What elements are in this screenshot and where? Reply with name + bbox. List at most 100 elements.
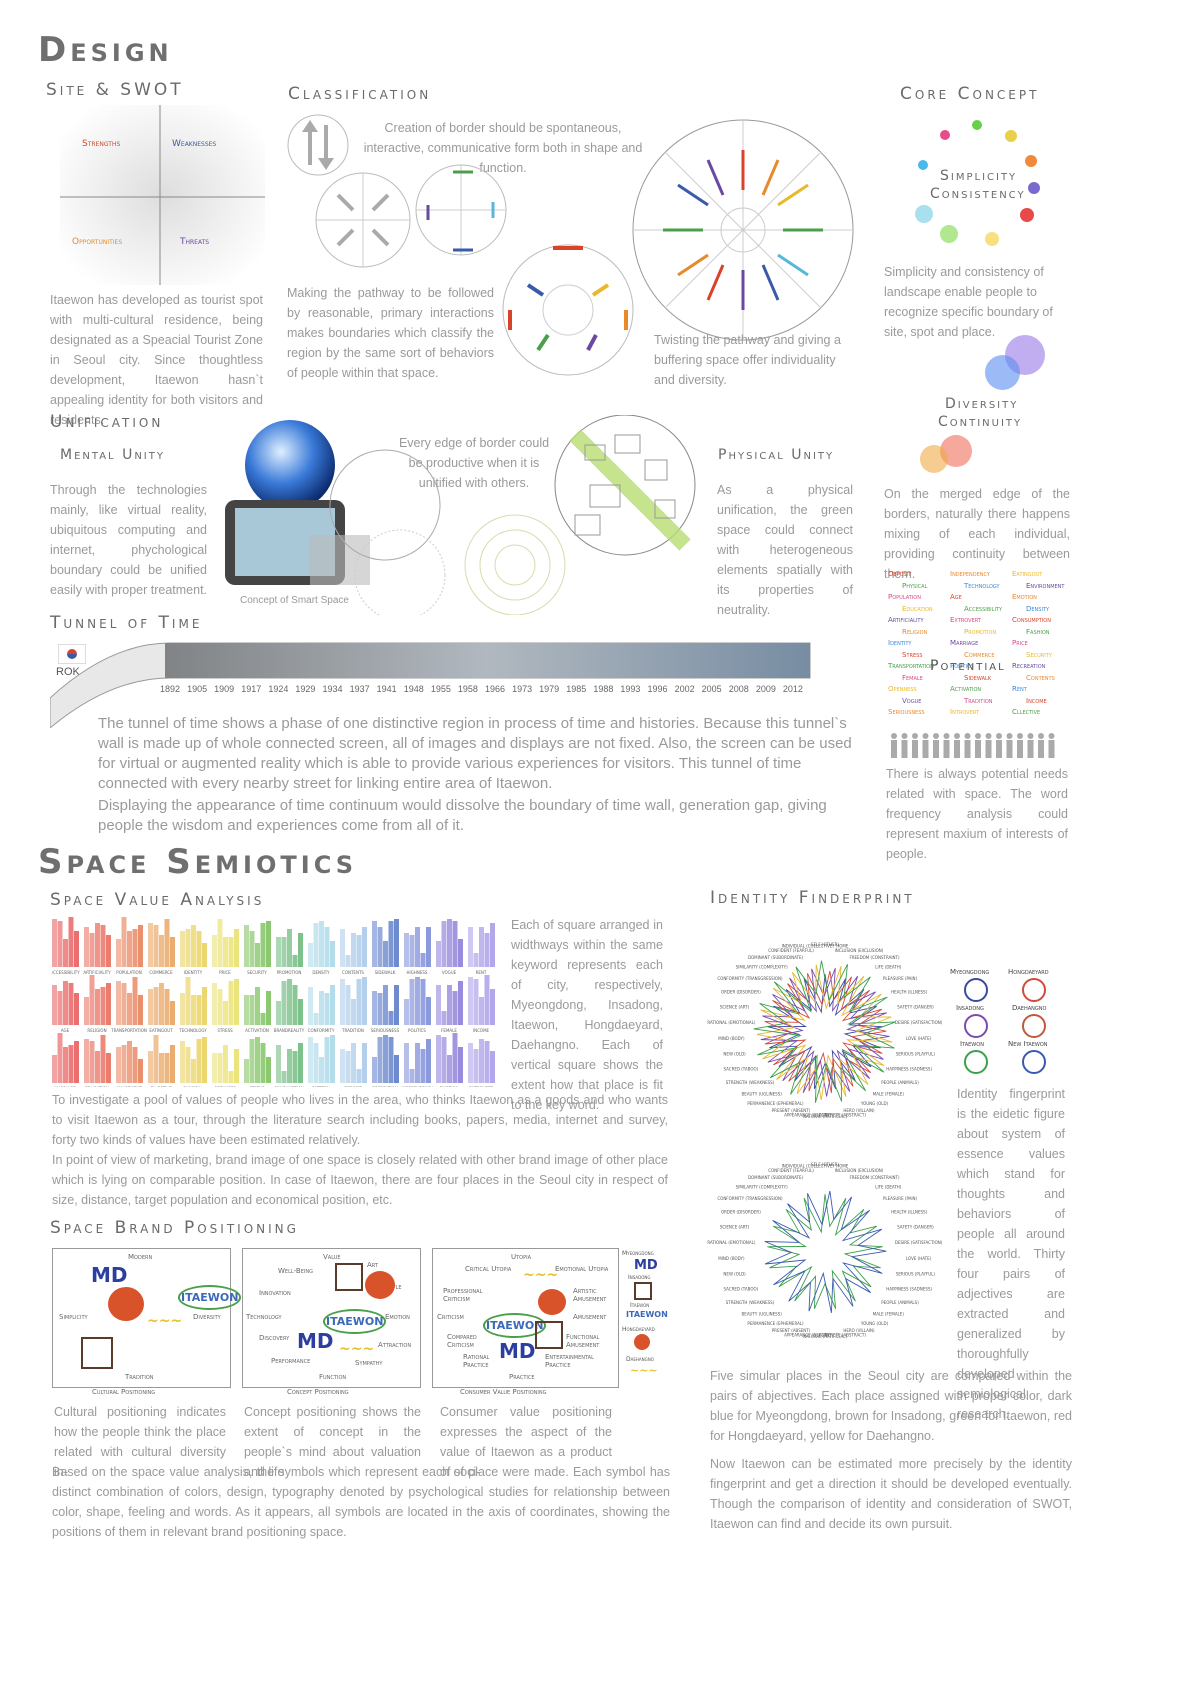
value-bar — [57, 921, 63, 967]
value-bar — [345, 985, 351, 1025]
value-bar — [223, 1001, 228, 1025]
value-bar — [292, 1051, 298, 1083]
value-bar — [490, 989, 495, 1025]
word-recreation: Recreation — [1012, 662, 1046, 670]
fingerprint-axis-label: SIMILARITY (COMPLEXITY) — [736, 1184, 788, 1189]
value-bar-label: ACCESSIBILITY — [52, 970, 80, 975]
fingerprint-text2: Now Itaewon can be estimated more precis… — [710, 1457, 1072, 1531]
person-body — [975, 740, 981, 758]
mental-unity-title: Mental Unity — [60, 447, 165, 463]
value-bar — [228, 1071, 234, 1083]
fingerprint-axis-label: SERIOUS (PLAYFUL) — [896, 1052, 936, 1057]
value-bar — [313, 1013, 319, 1025]
value-bar — [313, 1043, 319, 1083]
person-body — [1006, 740, 1013, 758]
person-body — [922, 740, 929, 758]
core-concept-text2: On the merged edge of the borders, natur… — [884, 487, 1070, 581]
fingerprint-axis-label: SELF (OTHER) — [811, 942, 839, 947]
word-vogue: Vogue — [902, 696, 922, 705]
value-bar — [228, 937, 234, 967]
fingerprint-axis-label: DOMINANT (SUBORDINATE) — [748, 955, 804, 960]
value-bar — [351, 1043, 356, 1083]
fingerprint-axis-label: HEALTH (ILLNESS) — [891, 990, 927, 995]
value-bar — [377, 1037, 383, 1083]
person-body — [964, 740, 971, 758]
word-security: Security — [1026, 650, 1052, 659]
value-bar — [127, 993, 132, 1025]
fingerprint-axis-label: LIFE (DEATH) — [875, 964, 902, 969]
axis-emotion: Emotion — [385, 1313, 410, 1321]
axis-performance: Performance — [271, 1357, 311, 1365]
itaewon-logo-icon: ITAEWON — [626, 1310, 668, 1319]
dot-red — [1020, 208, 1034, 222]
value-bar-label: DENSITY — [312, 970, 330, 975]
value-bar — [89, 1041, 95, 1083]
tunnel-year-1934: 1934 — [322, 684, 343, 694]
value-bar — [95, 923, 100, 967]
brand-positioning-title: Space Brand Positioning — [50, 1218, 299, 1238]
word-contents: Contents — [1026, 673, 1055, 682]
value-bar — [372, 991, 377, 1025]
value-bar — [330, 941, 335, 967]
value-bar — [292, 985, 298, 1025]
value-bar — [138, 1059, 143, 1083]
value-bar — [228, 981, 234, 1025]
value-bar — [84, 927, 89, 967]
value-bar-label: PHYSICAL — [183, 1086, 203, 1087]
word-promotion: Promotion — [964, 627, 997, 636]
value-bar-label: BRANDREALITY — [274, 1028, 305, 1033]
value-bar — [121, 983, 127, 1025]
fingerprint-axis-label: LOVE (HATE) — [906, 1036, 932, 1041]
value-bar — [255, 1037, 260, 1083]
value-bar-label: INDEPENDENCY — [401, 1086, 433, 1087]
value-bar-label: TECHNOLOGY — [178, 1028, 207, 1033]
axis-criticism: Criticism — [437, 1313, 464, 1321]
value-bar-label: EATINGOUT — [149, 1028, 173, 1033]
value-bar — [287, 1049, 292, 1083]
value-bar-label: SECURITY — [247, 970, 267, 975]
fingerprint-axis-label: SERIOUS (PLAYFUL) — [896, 1272, 936, 1277]
word-age: Age — [950, 593, 962, 601]
axis-art: Art — [367, 1261, 378, 1269]
itaewon-logo-icon: ITAEWON — [483, 1313, 547, 1338]
axis-tradition: Tradition — [125, 1373, 154, 1381]
cultural-positioning-box: Modern Simplicity Diversity Tradition MD… — [52, 1248, 242, 1388]
word-seriousness: Seriousness — [888, 708, 925, 716]
value-bar-label: IDENTITY — [184, 970, 203, 975]
insadong-logo-icon — [535, 1321, 563, 1349]
circle-blue — [985, 355, 1020, 390]
value-bar — [212, 983, 217, 1025]
value-bar — [68, 983, 74, 1025]
legend-new-itaewon: New Itaewon — [1008, 1040, 1048, 1048]
fingerprint-axis-label: HEALTH (ILLNESS) — [891, 1210, 927, 1215]
insadong-logo-icon — [81, 1337, 113, 1369]
fingerprint-axis-label: SCIENCE (ART) — [720, 1224, 750, 1229]
fingerprint-axis-label: HERO (VILLAIN) — [843, 1108, 875, 1113]
value-bar — [191, 1059, 196, 1083]
value-bar — [452, 991, 458, 1025]
value-bar-label: ACTIVATION — [245, 1028, 269, 1033]
value-bar — [52, 1055, 57, 1083]
concept-diversity: Diversity — [945, 396, 1019, 412]
value-bar — [127, 1041, 132, 1083]
dot-green — [972, 120, 982, 130]
word-activation: Activation — [950, 685, 982, 693]
value-bar — [490, 1051, 495, 1083]
fingerprint-axis-label: STRENGTH (WEAKNESS) — [726, 1080, 775, 1085]
legend-itaewon: Itaewon — [960, 1040, 984, 1048]
value-bar — [447, 985, 452, 1025]
hongdae-logo-icon — [108, 1287, 144, 1321]
person-body — [1017, 740, 1023, 758]
person-head — [985, 733, 992, 739]
value-bar — [394, 919, 399, 967]
value-bar — [409, 1069, 415, 1083]
value-bar — [244, 1059, 249, 1083]
fingerprint-series — [764, 1190, 887, 1313]
itaewon-logo-icon: ITAEWON — [178, 1285, 242, 1310]
value-bar — [63, 939, 68, 967]
mental-unity-text: Through the technologies mainly, like vi… — [50, 483, 208, 597]
value-bar — [377, 927, 383, 967]
tunnel-years: 1892 1905 1909 1917 1924 1929 1934 1937 1941 1948… — [160, 684, 810, 696]
axis-sympathy: Sympathy — [355, 1359, 383, 1367]
value-bar-label: TRADITION — [341, 1028, 364, 1033]
